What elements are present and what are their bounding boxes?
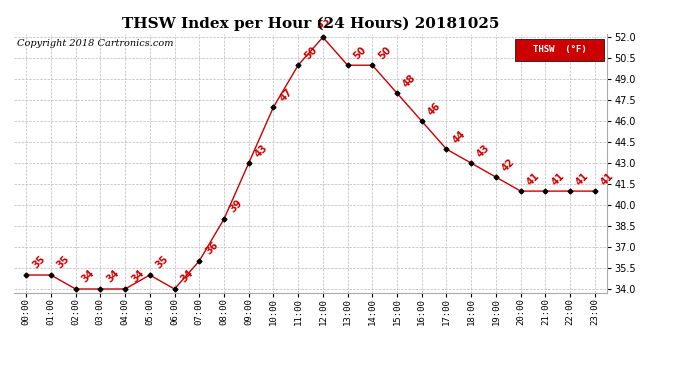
Text: 44: 44 bbox=[451, 128, 467, 145]
Text: 35: 35 bbox=[154, 254, 170, 271]
Text: 50: 50 bbox=[377, 44, 393, 61]
Text: 46: 46 bbox=[426, 100, 442, 117]
Text: 35: 35 bbox=[55, 254, 72, 271]
Text: THSW  (°F): THSW (°F) bbox=[533, 45, 586, 54]
Text: 34: 34 bbox=[129, 268, 146, 285]
Text: 41: 41 bbox=[549, 170, 566, 187]
Text: Copyright 2018 Cartronics.com: Copyright 2018 Cartronics.com bbox=[17, 39, 173, 48]
Title: THSW Index per Hour (24 Hours) 20181025: THSW Index per Hour (24 Hours) 20181025 bbox=[122, 17, 499, 31]
Text: 47: 47 bbox=[277, 86, 294, 103]
Text: 34: 34 bbox=[104, 268, 121, 285]
Text: 34: 34 bbox=[80, 268, 97, 285]
Text: 39: 39 bbox=[228, 198, 245, 215]
Text: 50: 50 bbox=[302, 44, 319, 61]
Text: 52: 52 bbox=[316, 20, 330, 30]
Text: 43: 43 bbox=[253, 142, 270, 159]
Text: 42: 42 bbox=[500, 156, 517, 173]
Text: 35: 35 bbox=[30, 254, 47, 271]
Text: 41: 41 bbox=[574, 170, 591, 187]
Text: 50: 50 bbox=[352, 44, 368, 61]
Text: 48: 48 bbox=[401, 72, 418, 89]
Text: 41: 41 bbox=[599, 170, 615, 187]
Text: 43: 43 bbox=[475, 142, 492, 159]
FancyBboxPatch shape bbox=[515, 39, 604, 61]
Text: 41: 41 bbox=[525, 170, 542, 187]
Text: 36: 36 bbox=[204, 240, 220, 257]
Text: 34: 34 bbox=[179, 268, 195, 285]
